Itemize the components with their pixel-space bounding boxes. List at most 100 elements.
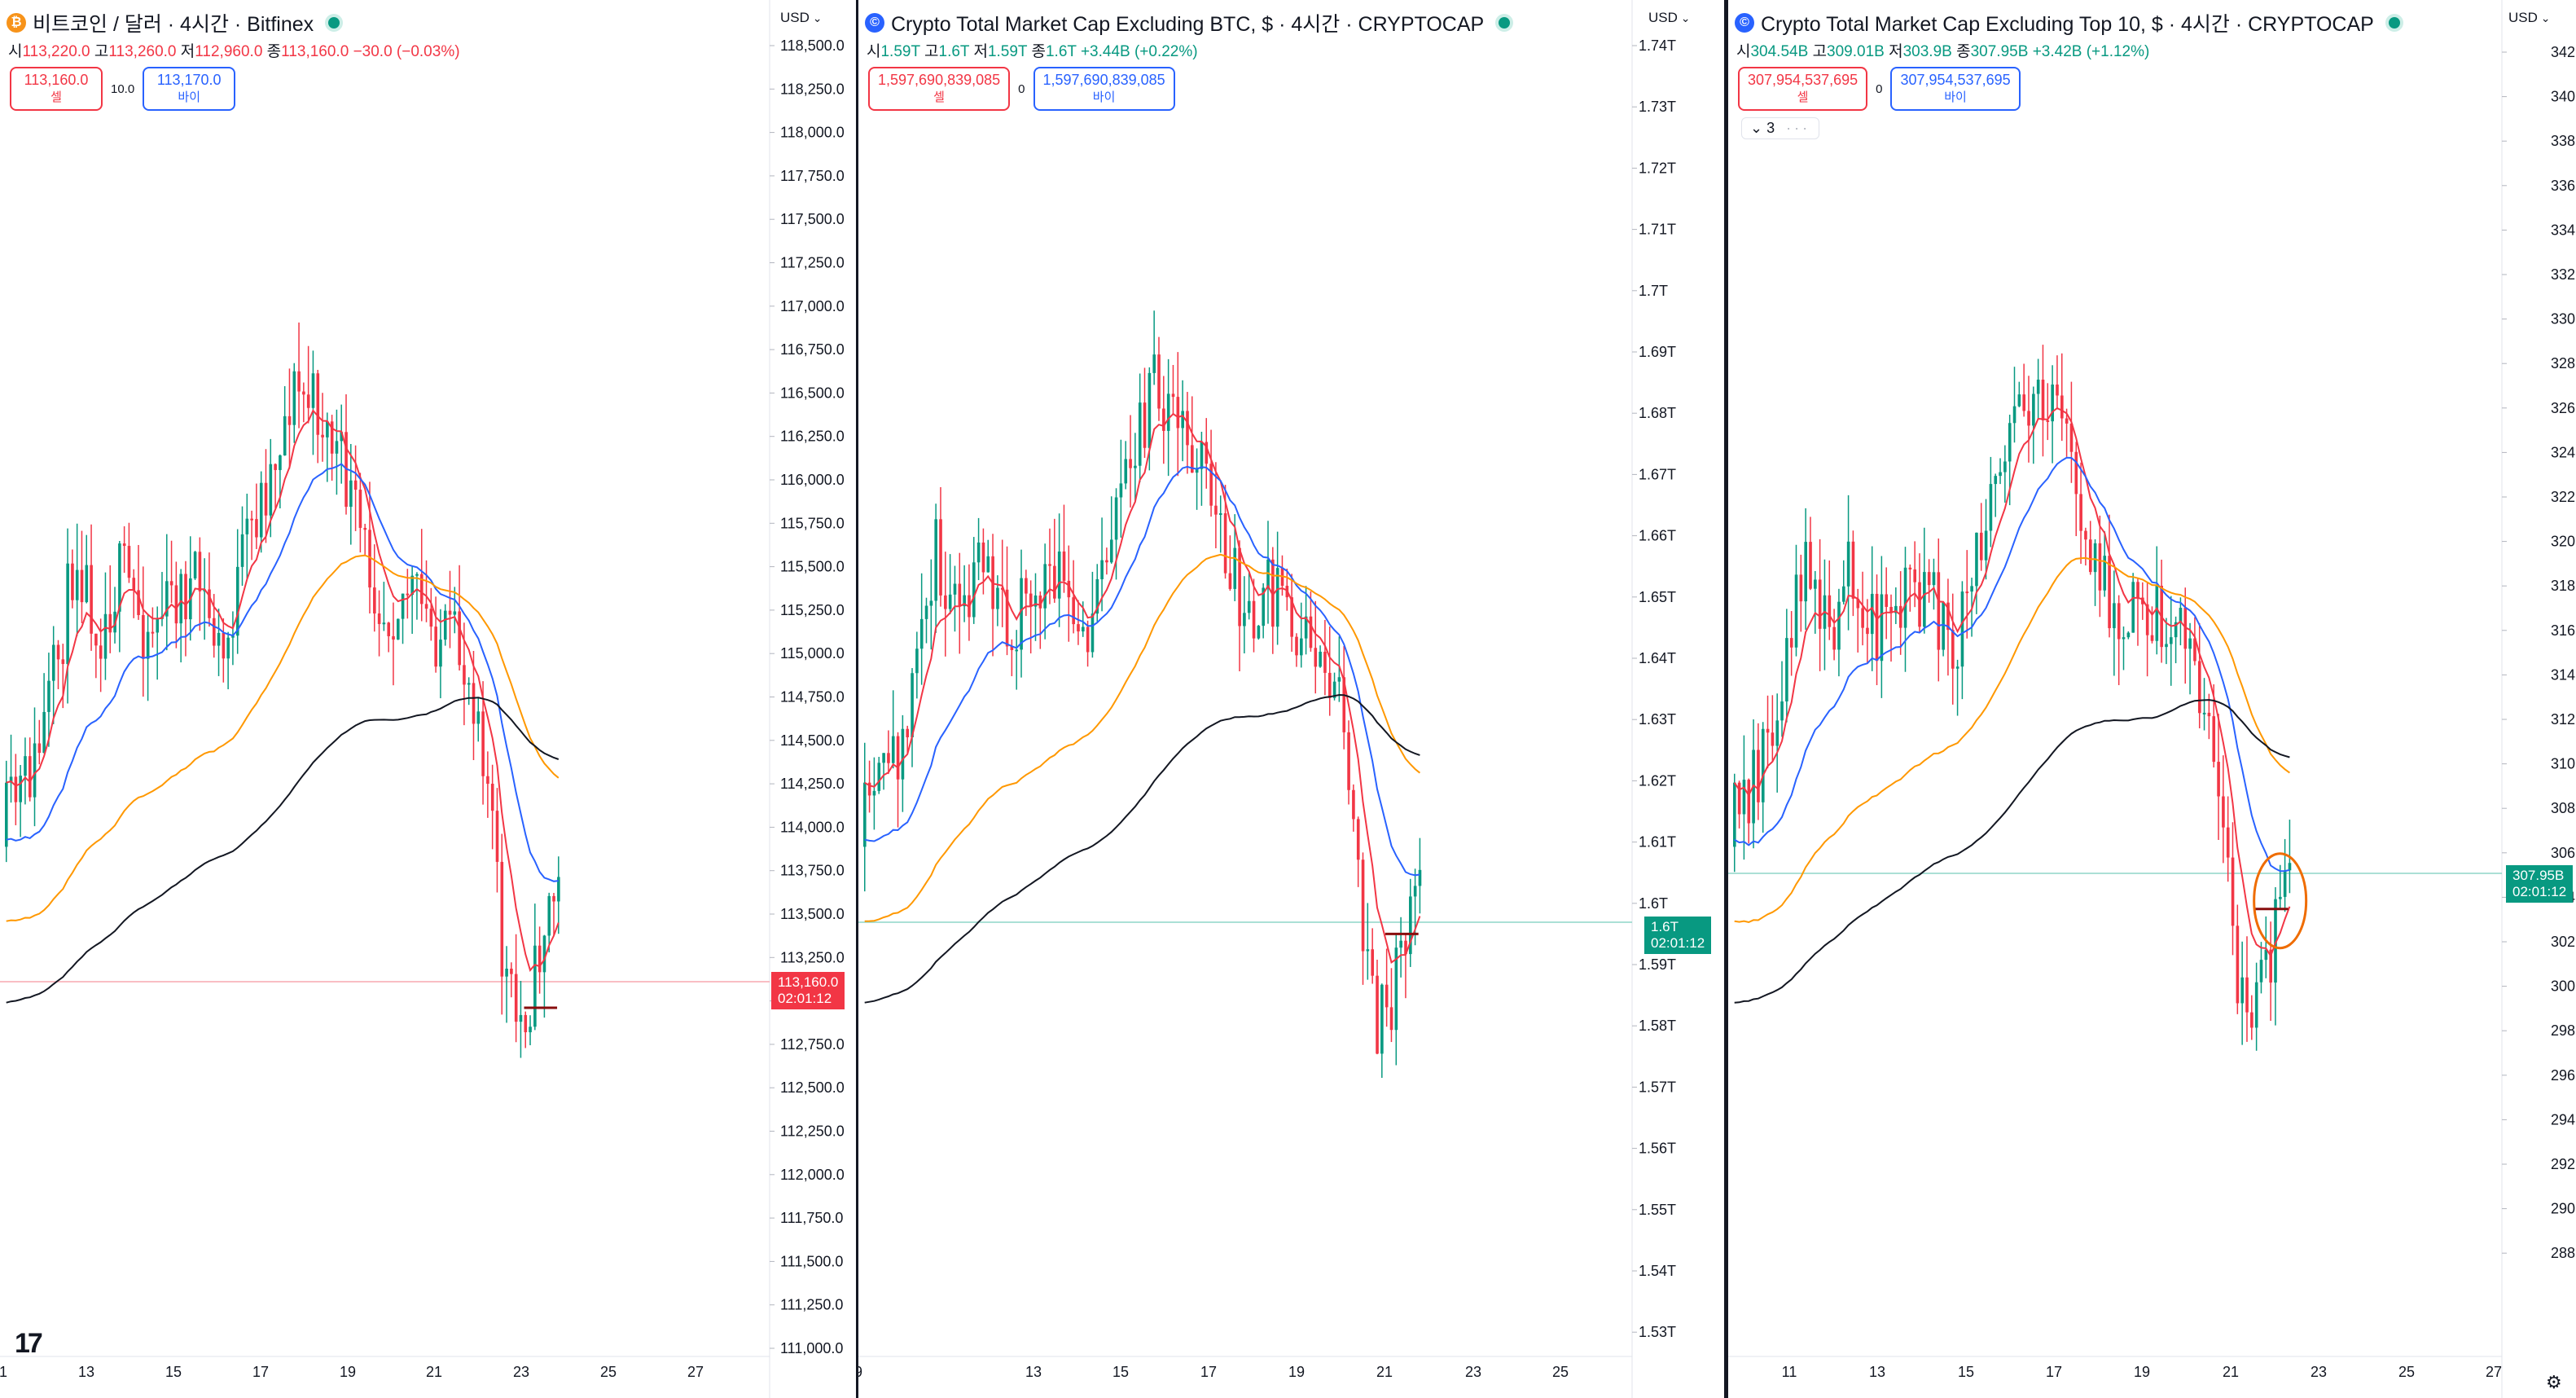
time-axis-label: 17 <box>2046 1364 2062 1380</box>
candle-body <box>2088 539 2092 573</box>
candle-body <box>1148 372 1152 448</box>
candle-body <box>1927 572 1931 586</box>
candle-body <box>2279 896 2282 899</box>
candle-body <box>226 637 230 659</box>
candle-body <box>250 518 253 521</box>
buy-button[interactable]: 113,170.0 바이 <box>143 67 236 111</box>
candle-body <box>1366 949 1370 952</box>
currency-selector[interactable]: USD <box>2508 10 2551 26</box>
candle-body <box>896 736 900 780</box>
spread-value: 10.0 <box>111 81 135 96</box>
symbol-header[interactable]: ₿ 비트코인 / 달러 · 4시간 · Bitfinex <box>7 8 340 37</box>
candle-body <box>397 618 400 640</box>
candle-body <box>458 611 461 666</box>
chart-canvas[interactable]: 1.74T 1.73T 1.72T 1.71T 1.7T 1.69T 1.68T 1.67T 1… <box>858 0 1724 1398</box>
buy-button[interactable]: 307,954,537,695 바이 <box>1890 67 2021 111</box>
candle-body <box>1404 940 1407 955</box>
price-axis-label: 310 B <box>2551 756 2576 772</box>
price-axis-label: 300 B <box>2551 978 2576 995</box>
sell-button[interactable]: 307,954,537,695 셀 <box>1738 67 1868 111</box>
market-status-icon <box>2388 17 2400 29</box>
sell-button[interactable]: 1,597,690,839,085 셀 <box>868 67 1011 111</box>
chart-canvas[interactable]: 118,500.0 118,250.0 118,000.0 117,750.0 117,… <box>0 0 856 1398</box>
sell-button[interactable]: 113,160.0 셀 <box>10 67 103 111</box>
trade-buttons: 113,160.0 셀 10.0 113,170.0 바이 <box>10 67 236 111</box>
price-axis-label: 117,750.0 <box>780 168 845 184</box>
symbol-header[interactable]: © Crypto Total Market Cap Excluding BTC,… <box>865 8 1511 37</box>
currency-selector[interactable]: USD <box>1648 10 1691 26</box>
ohlc-high: 1.6T <box>938 43 970 60</box>
indicators-collapse-button[interactable]: ⌄ 3 ··· <box>1741 117 1820 139</box>
candle-body <box>1356 819 1360 860</box>
candle-body <box>1380 984 1384 1054</box>
candle-body <box>1327 672 1332 698</box>
candle-body <box>340 432 344 442</box>
candle-body <box>99 645 103 659</box>
candle-body <box>1271 559 1275 627</box>
candle-body <box>1832 626 1836 650</box>
ohlc-low: 112,960.0 <box>195 43 263 60</box>
buy-button[interactable]: 1,597,690,839,085 바이 <box>1033 67 1175 111</box>
candle-body <box>382 622 386 625</box>
candle-body <box>1984 530 1988 561</box>
candle-body <box>963 595 966 607</box>
gear-icon[interactable]: ⚙ <box>2546 1372 2562 1392</box>
candle-body <box>222 632 226 659</box>
candle-body <box>1191 445 1194 473</box>
candle-body <box>42 711 46 754</box>
candle-body <box>1166 393 1170 431</box>
candle-body <box>1875 593 1879 662</box>
time-axis-label: 15 <box>1958 1364 1974 1380</box>
time-axis-label: 23 <box>1465 1364 1481 1380</box>
candle-body <box>1010 646 1014 650</box>
price-axis-label: 115,750.0 <box>780 515 845 531</box>
pane-divider[interactable] <box>856 0 858 1398</box>
symbol-header[interactable]: © Crypto Total Market Cap Excluding Top … <box>1735 8 2400 37</box>
candle-body <box>906 728 910 738</box>
price-axis-label: 342 B <box>2551 44 2576 60</box>
candle-body <box>410 575 414 596</box>
chart-pane-total-ex-btc[interactable]: 1.74T 1.73T 1.72T 1.71T 1.7T 1.69T 1.68T 1.67T 1… <box>858 0 1724 1398</box>
candle-body <box>1775 720 1780 746</box>
ohlc-values: 시1.59T 고1.6T 저1.59T 종1.6T +3.44B (+0.22%… <box>867 43 1198 60</box>
pane-divider[interactable] <box>1724 0 1728 1398</box>
cryptocap-icon: © <box>1735 13 1754 33</box>
candle-body <box>208 589 211 618</box>
candle-body <box>33 743 37 798</box>
candle-body <box>169 581 173 586</box>
candle-body <box>2245 977 2249 1013</box>
cryptocap-icon: © <box>865 13 884 33</box>
currency-selector[interactable]: USD <box>780 10 823 26</box>
time-axis-label: 21 <box>2223 1364 2239 1380</box>
candle-body <box>934 519 938 601</box>
candle-body <box>472 683 476 724</box>
ohlc-change: +3.42B (+1.12%) <box>2032 43 2150 60</box>
candle-body <box>2155 586 2159 641</box>
tradingview-logo[interactable]: 17 <box>15 1328 43 1359</box>
price-axis-label: 1.54T <box>1639 1263 1676 1279</box>
moving-average-line <box>6 554 560 922</box>
price-axis-label: 117,500.0 <box>780 211 845 227</box>
candle-body <box>1376 975 1379 1054</box>
candle-body <box>1181 411 1184 429</box>
chart-canvas[interactable]: 342 B 340 B 338 B 336 B 334 B 332 B 330 B 328 B… <box>1728 0 2576 1398</box>
candle-body <box>1994 476 1998 485</box>
candle-body <box>1205 442 1209 464</box>
chart-pane-btcusd[interactable]: 118,500.0 118,250.0 118,000.0 117,750.0 117,… <box>0 0 856 1398</box>
price-axis-label: 292 B <box>2551 1156 2576 1172</box>
price-axis-label: 1.69T <box>1639 344 1676 360</box>
candle-body <box>1913 569 1917 582</box>
time-axis-label: 13 <box>1869 1364 1885 1380</box>
candle-body <box>349 480 353 508</box>
candle-body <box>1799 574 1803 602</box>
candle-body <box>94 633 98 646</box>
candle-body <box>1129 459 1132 468</box>
candle-body <box>2074 451 2078 495</box>
price-axis-label: 1.6T <box>1639 895 1668 912</box>
time-axis-label: 25 <box>1552 1364 1569 1380</box>
candle-body <box>255 519 258 538</box>
candle-body <box>2046 420 2050 422</box>
more-icon[interactable]: ··· <box>1786 120 1811 136</box>
price-axis-label: 290 B <box>2551 1201 2576 1217</box>
chart-pane-total-ex-top10[interactable]: 342 B 340 B 338 B 336 B 334 B 332 B 330 B 328 B… <box>1728 0 2576 1398</box>
